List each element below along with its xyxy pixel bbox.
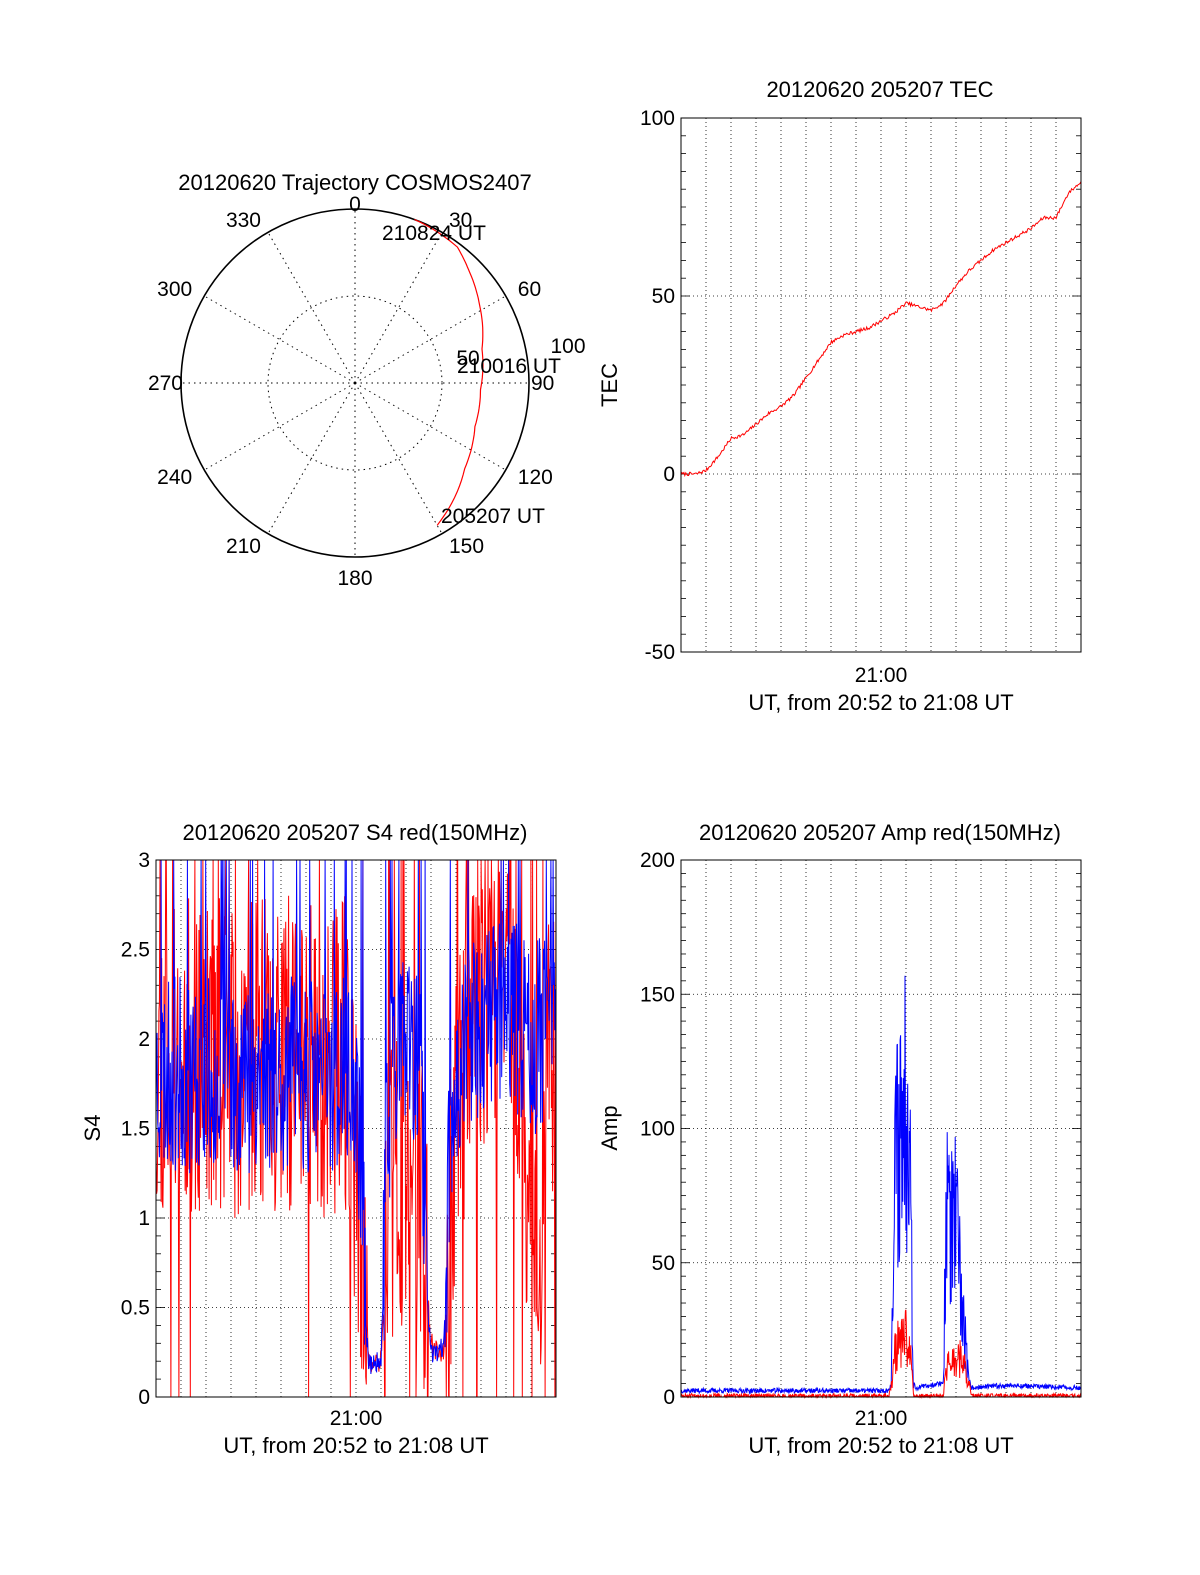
azimuth-tick-labels: 0 30 60 90 120 150 180 210 240 270 300 330 xyxy=(148,193,554,590)
s4-axes-frame xyxy=(155,859,557,1398)
tec-y-tick-labels: -50 0 50 100 xyxy=(640,107,675,664)
polar-spoke-240 xyxy=(204,382,356,471)
s4-y-axis-label: S4 xyxy=(80,1115,105,1142)
series-line-2 xyxy=(155,859,557,1375)
azimuth-tick-120: 120 xyxy=(518,466,553,489)
series-line-1 xyxy=(155,859,557,1398)
y-tick-label: 0 xyxy=(663,463,675,486)
tec-title: 20120620 205207 TEC xyxy=(766,77,993,102)
azimuth-tick-240: 240 xyxy=(157,466,192,489)
polar-grid xyxy=(180,208,530,558)
trajectory-label-end: 210824 UT xyxy=(382,222,486,245)
y-tick-label: -50 xyxy=(645,641,675,664)
polar-spoke-210 xyxy=(267,382,356,534)
y-tick-label: 3 xyxy=(138,849,150,872)
azimuth-tick-60: 60 xyxy=(518,278,541,301)
trajectory-label-mid: 210016 UT xyxy=(457,355,561,378)
tec-x-tick-label: 21:00 xyxy=(855,664,908,687)
s4-title: 20120620 205207 S4 red(150MHz) xyxy=(183,820,528,845)
radial-tick-100: 100 xyxy=(550,335,585,358)
polar-spoke-330 xyxy=(267,232,356,384)
polar-spoke-300 xyxy=(204,295,356,384)
s4-plot-area xyxy=(155,859,557,1398)
y-tick-label: 1 xyxy=(138,1207,150,1230)
y-tick-label: 0 xyxy=(138,1386,150,1409)
azimuth-tick-300: 300 xyxy=(157,278,192,301)
y-tick-label: 50 xyxy=(652,285,675,308)
trajectory-label-start: 205207 UT xyxy=(441,505,545,528)
radial-tick-50: 50 xyxy=(456,347,479,370)
series-line-2 xyxy=(680,1309,1082,1399)
tec-plot-area xyxy=(680,181,1082,478)
y-tick-label: 1.5 xyxy=(121,1118,150,1141)
amp-grid xyxy=(681,859,1081,1398)
polar-ring-50 xyxy=(267,295,443,471)
azimuth-tick-30: 30 xyxy=(449,209,472,232)
azimuth-tick-180: 180 xyxy=(337,567,372,590)
y-tick-label: 100 xyxy=(640,107,675,130)
y-tick-label: 2 xyxy=(138,1028,150,1051)
azimuth-tick-150: 150 xyxy=(449,535,484,558)
amp-panel: 20120620 205207 Amp red(150MHz) 0 50 100 15… xyxy=(597,820,1082,1458)
y-tick-label: 50 xyxy=(652,1252,675,1275)
y-tick-label: 200 xyxy=(640,849,675,872)
polar-spoke-60 xyxy=(354,295,506,384)
tec-grid xyxy=(681,117,1081,653)
series-line-1 xyxy=(680,181,1082,478)
azimuth-tick-0: 0 xyxy=(349,193,361,216)
s4-y-tick-labels: 0 0.5 1 1.5 2 2.5 3 xyxy=(121,849,150,1409)
amp-title: 20120620 205207 Amp red(150MHz) xyxy=(699,820,1061,845)
polar-plot: 20120620 Trajectory COSMOS2407 0 30 60 90 12… xyxy=(148,170,586,590)
polar-spoke-120 xyxy=(354,382,506,471)
polar-title: 20120620 Trajectory COSMOS2407 xyxy=(178,170,531,195)
amp-y-tick-labels: 0 50 100 150 200 xyxy=(640,849,675,1409)
tec-axes-frame xyxy=(680,117,1082,653)
amp-x-tick-label: 21:00 xyxy=(855,1407,908,1430)
tec-panel: 20120620 205207 TEC -50 0 50 100 21:00 UT, … xyxy=(597,77,1082,715)
amp-plot-area xyxy=(680,975,1082,1399)
tec-y-axis-label: TEC xyxy=(597,363,622,407)
y-tick-label: 150 xyxy=(640,983,675,1006)
s4-panel: 20120620 205207 S4 red(150MHz) 0 0.5 1 1.5 2… xyxy=(80,820,557,1458)
series-line-1 xyxy=(680,975,1082,1395)
polar-spoke-150 xyxy=(354,382,443,534)
azimuth-tick-90: 90 xyxy=(531,372,554,395)
polar-spoke-30 xyxy=(354,232,443,384)
s4-x-tick-label: 21:00 xyxy=(330,1407,383,1430)
trajectory-line xyxy=(414,218,484,526)
y-tick-label: 0 xyxy=(663,1386,675,1409)
amp-x-axis-label: UT, from 20:52 to 21:08 UT xyxy=(748,1433,1013,1458)
y-tick-label: 2.5 xyxy=(121,939,150,962)
azimuth-tick-270: 270 xyxy=(148,372,183,395)
tec-x-axis-label: UT, from 20:52 to 21:08 UT xyxy=(748,690,1013,715)
s4-x-axis-label: UT, from 20:52 to 21:08 UT xyxy=(223,1433,488,1458)
y-tick-label: 0.5 xyxy=(121,1297,150,1320)
polar-outer-circle xyxy=(180,208,530,558)
y-tick-label: 100 xyxy=(640,1118,675,1141)
amp-axes-frame xyxy=(680,859,1082,1398)
amp-y-axis-label: Amp xyxy=(597,1105,622,1150)
azimuth-tick-330: 330 xyxy=(226,209,261,232)
azimuth-tick-210: 210 xyxy=(226,535,261,558)
